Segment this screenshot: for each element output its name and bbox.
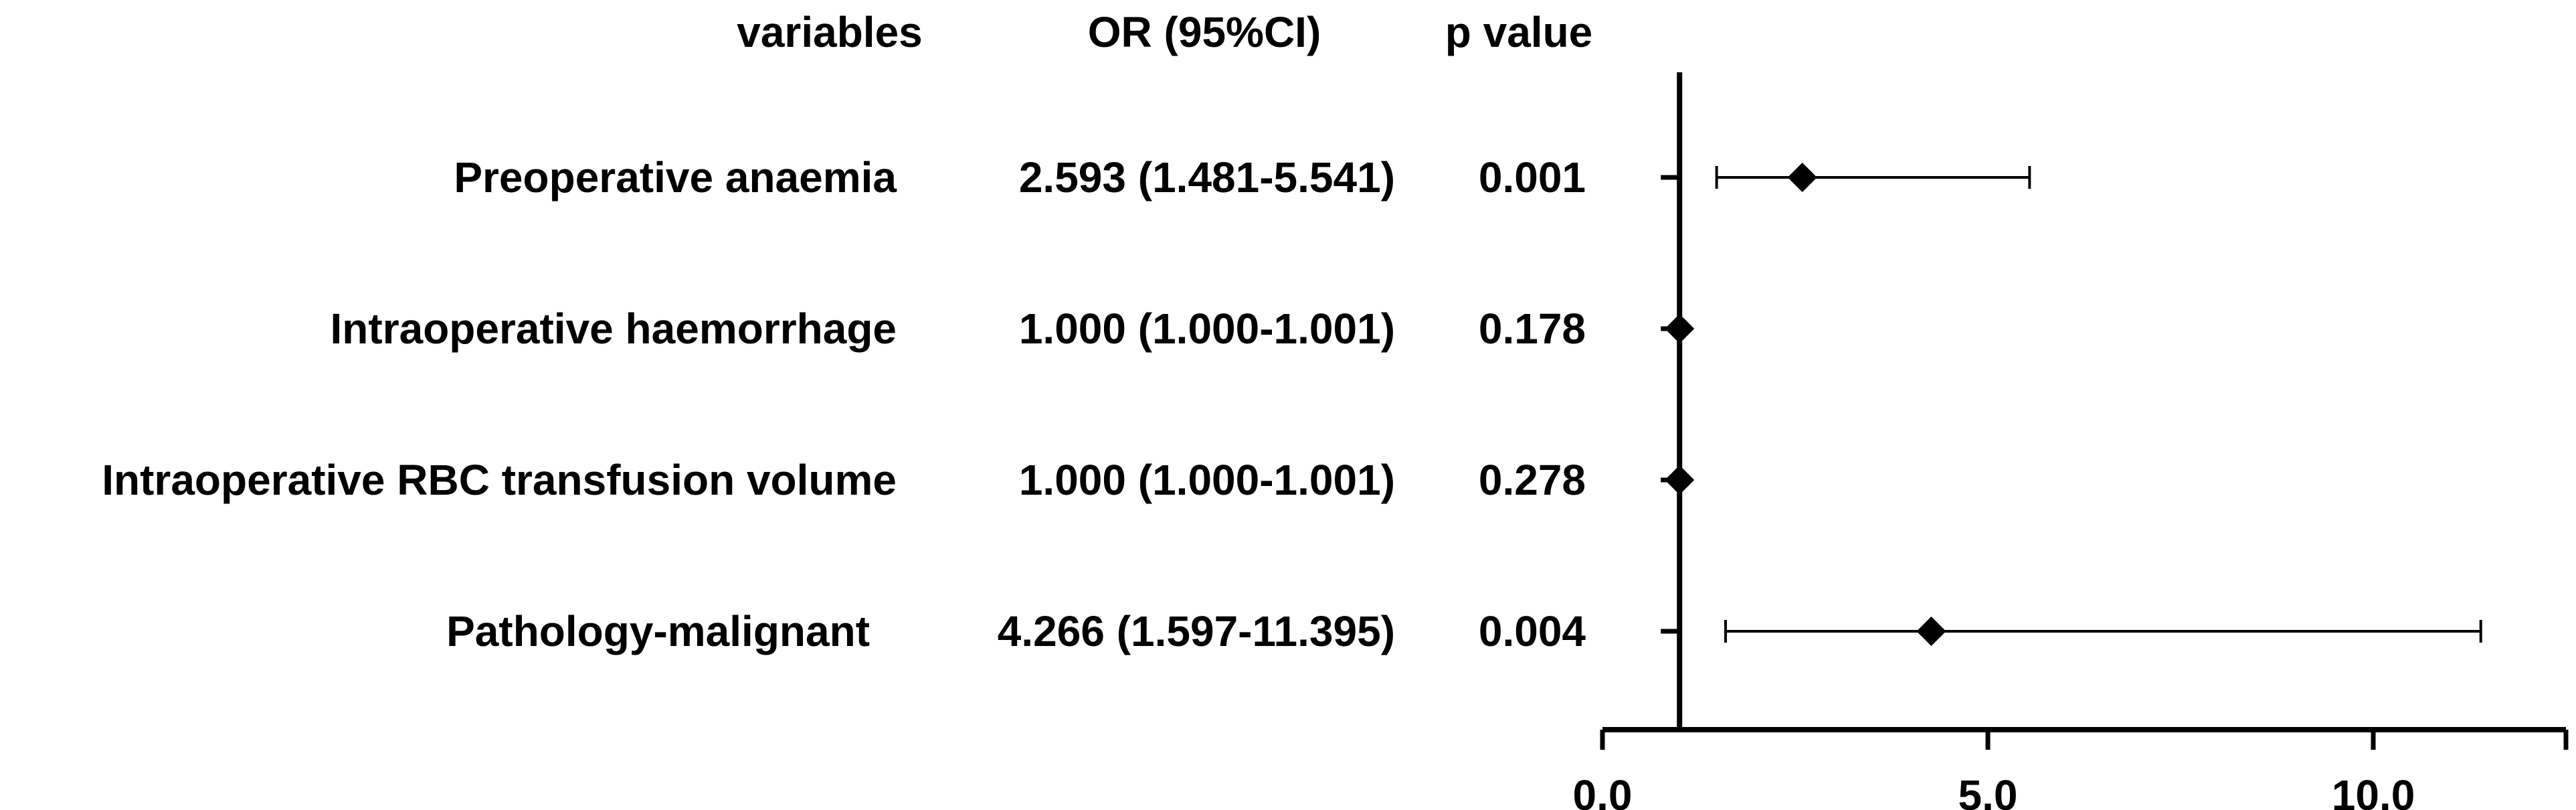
row-or-ci-value: 4.266 (1.597-11.395) <box>998 607 1395 655</box>
x-axis-tick-label: 5.0 <box>1958 771 2018 810</box>
row-p-value: 0.278 <box>1479 456 1586 504</box>
header-or-ci: OR (95%CI) <box>1088 8 1321 56</box>
row-p-value: 0.001 <box>1479 153 1586 201</box>
row-or-ci-value: 1.000 (1.000-1.001) <box>1019 305 1395 353</box>
row-p-value: 0.178 <box>1479 305 1586 353</box>
table-row: Pathology-malignant 4.266 (1.597-11.395)… <box>446 607 1586 655</box>
plot-area: 0.0 5.0 10.0 <box>1573 72 2569 810</box>
row-variable-label: Pathology-malignant <box>446 607 870 655</box>
table-row: Intraoperative haemorrhage 1.000 (1.000-… <box>331 305 1586 353</box>
row-or-ci-value: 2.593 (1.481-5.541) <box>1019 153 1395 201</box>
row-variable-label: Preoperative anaemia <box>454 153 897 201</box>
x-axis-tick-label: 10.0 <box>2332 771 2415 810</box>
table-row: Intraoperative RBC transfusion volume 1.… <box>102 456 1586 504</box>
table-row: Preoperative anaemia 2.593 (1.481-5.541)… <box>454 153 1586 201</box>
estimate-marker <box>1916 617 1946 646</box>
header-p-value: p value <box>1445 8 1593 56</box>
x-axis-tick-label: 0.0 <box>1573 771 1633 810</box>
row-p-value: 0.004 <box>1479 607 1586 655</box>
row-variable-label: Intraoperative RBC transfusion volume <box>102 456 897 504</box>
header-variables: variables <box>737 8 923 56</box>
estimate-marker <box>1665 465 1695 495</box>
row-or-ci-value: 1.000 (1.000-1.001) <box>1019 456 1395 504</box>
estimate-marker <box>1787 163 1817 192</box>
estimate-marker <box>1665 314 1695 343</box>
row-variable-label: Intraoperative haemorrhage <box>331 305 897 353</box>
